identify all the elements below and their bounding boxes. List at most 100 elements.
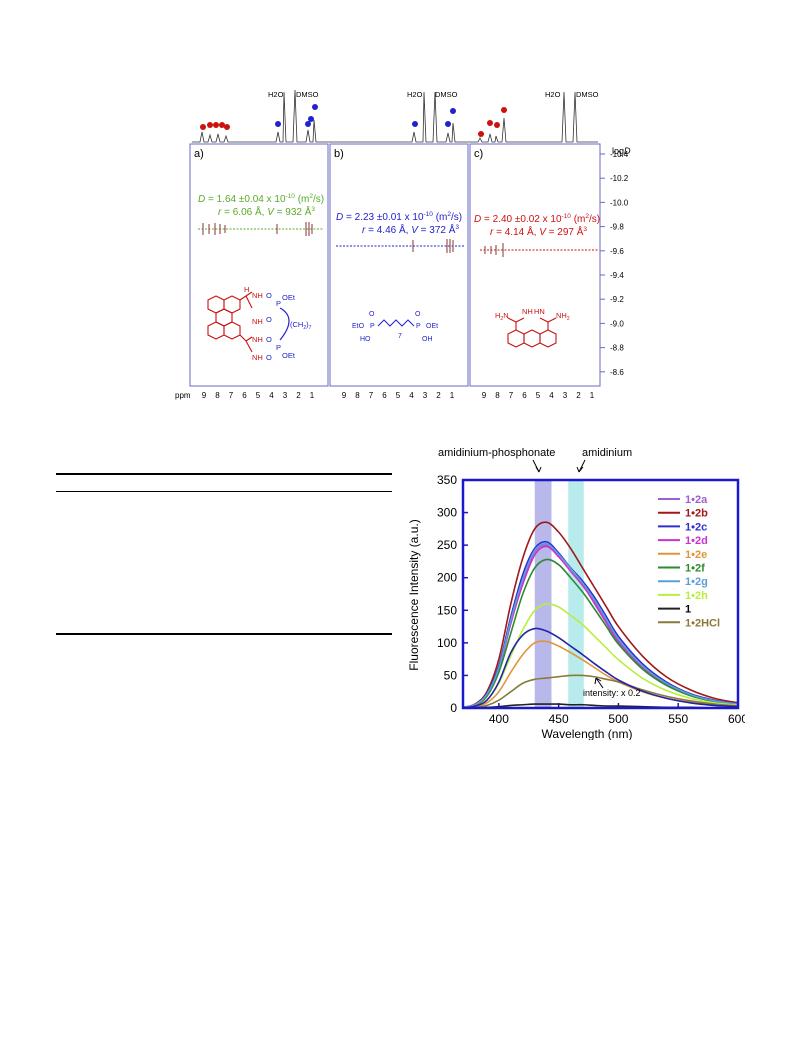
y-tick-label: 150	[437, 603, 457, 617]
legend-label: 1•2g	[685, 576, 708, 588]
plot-frame	[461, 478, 740, 710]
svg-text:O: O	[266, 291, 272, 300]
svg-text:NH: NH	[252, 317, 263, 326]
y-axis-title: Fluorescence Intensity (a.u.)	[407, 519, 421, 670]
logd-tick-label: -8.6	[610, 368, 624, 377]
svg-text:NH: NH	[252, 335, 263, 344]
panel-a-structure	[207, 291, 253, 353]
y-tick-label: 250	[437, 538, 457, 552]
ppm-tick-label: 3	[563, 391, 568, 400]
svg-text:P: P	[276, 343, 281, 352]
panel-b-letter: b)	[334, 148, 344, 160]
y-tick-label: 350	[437, 473, 457, 487]
svg-text:O: O	[369, 311, 375, 318]
dmso-peak-label: DMSO	[576, 90, 599, 99]
ppm-tick-label: 7	[369, 391, 374, 400]
svg-text:NH: NH	[252, 353, 263, 362]
water-peak-label: H2O	[545, 90, 561, 99]
x-tick-label: 500	[608, 712, 628, 726]
dmso-peak-label: DMSO	[435, 90, 458, 99]
legend-label: 1•2a	[685, 494, 708, 506]
ppm-tick-label: 5	[256, 391, 261, 400]
panel-c-letter: c)	[474, 148, 483, 160]
panel-c-frame	[469, 143, 601, 387]
table-header-rule	[56, 491, 392, 492]
legend-label: 1•2h	[685, 590, 708, 602]
nmr-1d-spectrum	[192, 89, 598, 143]
legend-label: 1	[685, 604, 691, 616]
panel-a-frame	[189, 143, 329, 387]
x-axis-ticks: 400 450 500 550 600	[489, 703, 745, 726]
ppm-tick-label: 5	[536, 391, 541, 400]
svg-text:HN: HN	[534, 307, 545, 316]
panel-a-letter: a)	[194, 148, 204, 160]
ppm-tick-label: 5	[396, 391, 401, 400]
ppm-tick-label: 6	[382, 391, 387, 400]
svg-text:D = 2.23 ±0.01 x 10-10 (m2/s): D = 2.23 ±0.01 x 10-10 (m2/s)	[336, 211, 462, 223]
water-peak-label: H2O	[268, 90, 284, 99]
y-tick-label: 100	[437, 636, 457, 650]
logd-tick-label: -9.8	[610, 223, 624, 232]
panel-c-dosy-peaks	[484, 243, 504, 257]
ppm-tick-label: 1	[590, 391, 595, 400]
intensity-arrow	[594, 677, 604, 689]
svg-text:D = 1.64 ±0.04 x 10-10 (m2/s): D = 1.64 ±0.04 x 10-10 (m2/s)	[198, 193, 324, 205]
svg-text:OEt: OEt	[282, 351, 296, 360]
series-line	[462, 542, 739, 709]
x-tick-label: 450	[549, 712, 569, 726]
ppm-tick-label: 8	[355, 391, 360, 400]
panel-b-diffusion-text: D = 2.23 ±0.01 x 10-10 (m2/s) r = 4.46 Å…	[336, 211, 462, 236]
logd-tick-label: -9.2	[610, 295, 624, 304]
svg-text:NH: NH	[522, 307, 533, 316]
ppm-tick-label: 6	[242, 391, 247, 400]
svg-text:NH2: NH2	[556, 311, 570, 322]
svg-text:P: P	[276, 299, 281, 308]
svg-text:7: 7	[398, 333, 402, 340]
x-axis-title: Wavelength (nm)	[542, 727, 633, 740]
logd-tick-label: -10.4	[610, 150, 629, 159]
svg-text:EtO: EtO	[352, 323, 365, 330]
svg-text:D = 2.40 ±0.02 x 10-10 (m2/s): D = 2.40 ±0.02 x 10-10 (m2/s)	[474, 213, 600, 225]
legend-label: 1•2HCl	[685, 617, 720, 629]
y-tick-label: 200	[437, 571, 457, 585]
ppm-axis-title: ppm	[175, 391, 191, 400]
ppm-tick-label: 4	[549, 391, 554, 400]
panel-b-structure-labels: EtO P O HO 7 P O OEt OH	[352, 311, 438, 343]
panel-c-structure	[507, 317, 557, 348]
series-lines	[462, 521, 739, 709]
ppm-tick-label: 9	[342, 391, 347, 400]
panel-b-structure	[377, 319, 415, 327]
svg-text:(CH2)7: (CH2)7	[290, 320, 312, 331]
logd-tick-label: -9.0	[610, 319, 624, 328]
x-tick-label: 550	[668, 712, 688, 726]
ppm-tick-label: 2	[576, 391, 581, 400]
x-tick-label: 600	[728, 712, 745, 726]
panel-c-structure-labels: H2N NH HN NH2	[495, 307, 570, 322]
water-peak-label: H2O	[407, 90, 423, 99]
svg-text:H2N: H2N	[495, 311, 509, 322]
logd-tick-label: -8.8	[610, 344, 624, 353]
ppm-tick-label: 7	[229, 391, 234, 400]
peak-markers	[200, 104, 507, 137]
ppm-tick-label: 2	[296, 391, 301, 400]
y-tick-label: 0	[450, 701, 457, 715]
ppm-tick-label: 3	[283, 391, 288, 400]
y-axis-ticks: 0 50 100 150 200 250 300 350	[437, 473, 468, 715]
logd-axis-ticks: -10.4 -10.2 -10.0 -9.8 -9.6 -9.4 -9.2 -9.0 -8.8 -…	[600, 150, 629, 377]
arrowhead-left	[535, 466, 542, 473]
dmso-peak-label: DMSO	[296, 90, 319, 99]
ppm-tick-label: 9	[202, 391, 207, 400]
ppm-tick-label: 6	[522, 391, 527, 400]
ppm-tick-label: 2	[436, 391, 441, 400]
annotation-amidinium: amidinium	[582, 447, 632, 459]
series-line	[462, 558, 739, 709]
svg-text:NH: NH	[252, 291, 263, 300]
y-tick-label: 300	[437, 506, 457, 520]
panel-b-frame	[329, 143, 469, 387]
svg-text:r = 4.46 Å, V = 372 Å3: r = 4.46 Å, V = 372 Å3	[362, 223, 459, 236]
svg-text:r = 6.06 Å, V = 932 Å3: r = 6.06 Å, V = 932 Å3	[218, 205, 315, 218]
svg-text:P: P	[370, 323, 375, 330]
svg-text:OH: OH	[422, 336, 433, 343]
svg-text:O: O	[266, 315, 272, 324]
